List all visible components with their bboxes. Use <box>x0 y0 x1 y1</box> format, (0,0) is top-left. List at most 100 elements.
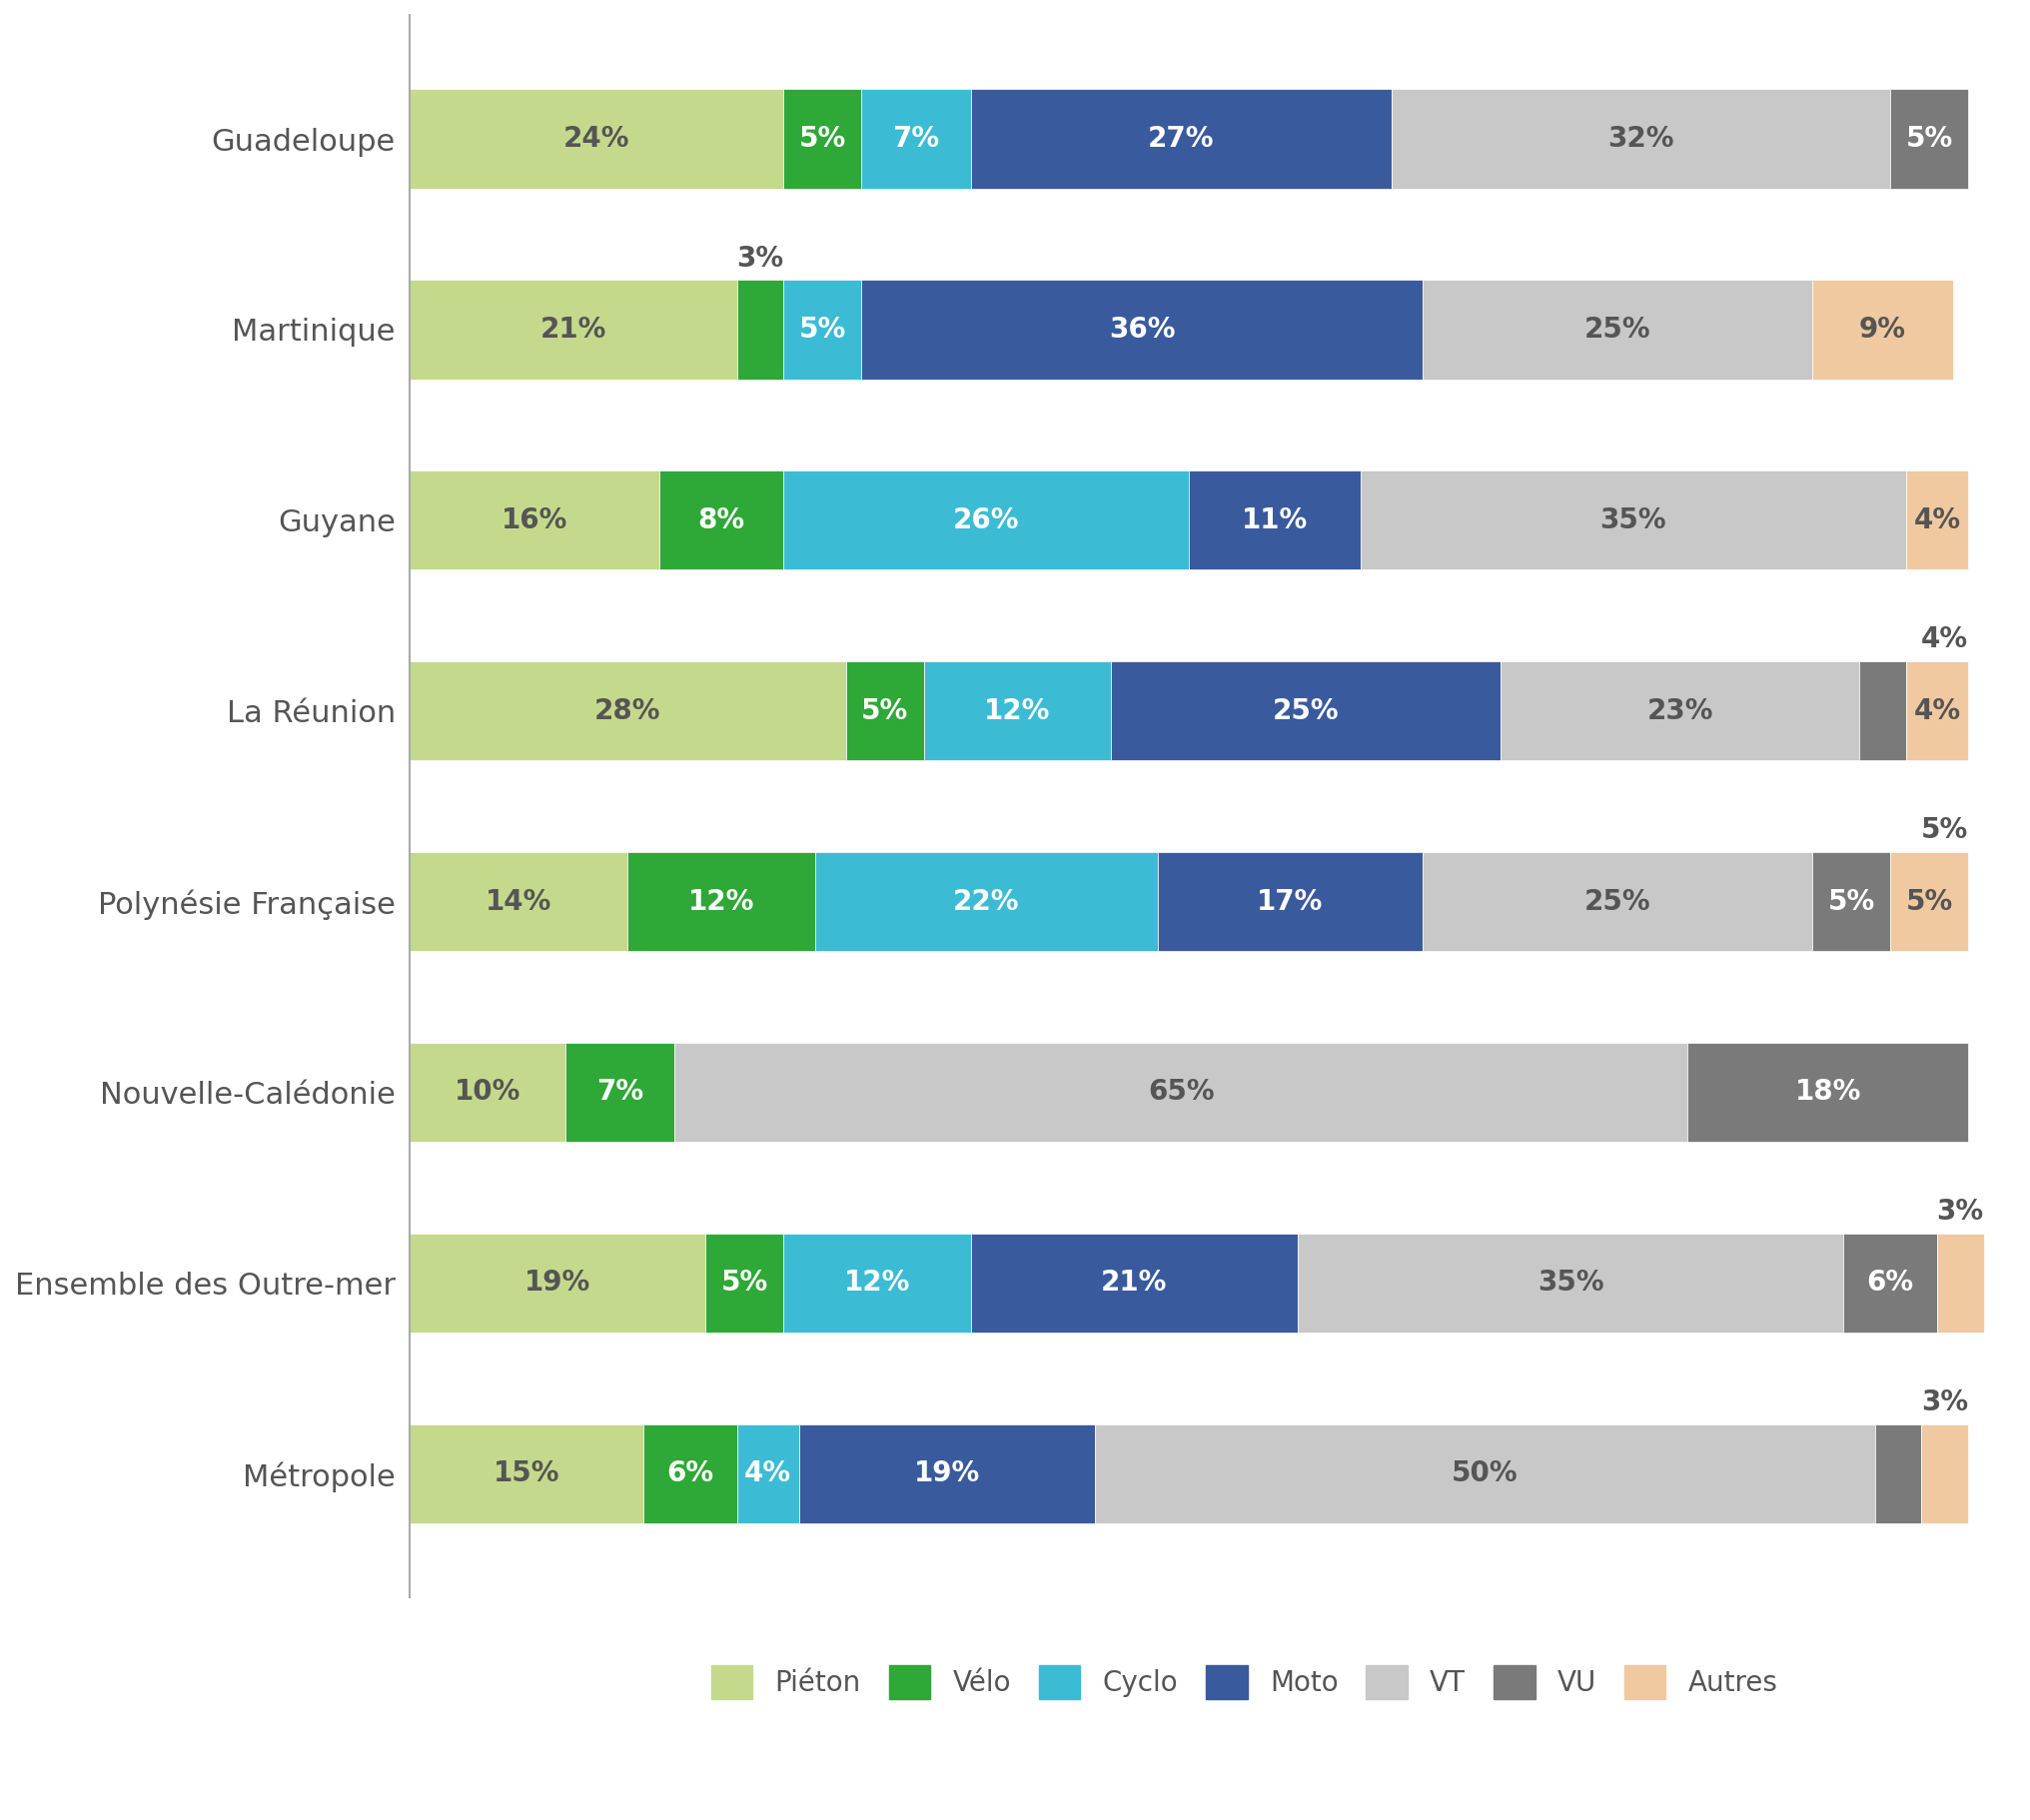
Text: 22%: 22% <box>952 888 1019 915</box>
Bar <box>1922 1423 1969 1523</box>
Bar <box>1937 1234 1983 1332</box>
Bar <box>970 1234 1297 1332</box>
Text: 9%: 9% <box>1859 315 1906 344</box>
Text: 4%: 4% <box>1920 626 1969 653</box>
Bar <box>970 89 1391 189</box>
Text: 16%: 16% <box>501 506 566 535</box>
Text: 10%: 10% <box>455 1077 520 1107</box>
Text: 50%: 50% <box>1451 1460 1518 1487</box>
Bar <box>1423 280 1813 379</box>
Text: 18%: 18% <box>1795 1077 1862 1107</box>
Bar <box>861 89 970 189</box>
Text: 12%: 12% <box>688 888 755 915</box>
Bar <box>410 1043 566 1141</box>
Text: 19%: 19% <box>524 1269 591 1298</box>
Text: 14%: 14% <box>485 888 552 915</box>
Text: 5%: 5% <box>861 697 909 724</box>
Text: 24%: 24% <box>562 126 629 153</box>
Legend: Piéton, Vélo, Cyclo, Moto, VT, VU, Autres: Piéton, Vélo, Cyclo, Moto, VT, VU, Autre… <box>700 1654 1788 1711</box>
Text: 5%: 5% <box>1920 817 1969 844</box>
Text: 7%: 7% <box>597 1077 644 1107</box>
Bar <box>706 1234 784 1332</box>
Bar <box>800 1423 1096 1523</box>
Bar <box>1157 852 1423 952</box>
Bar <box>847 661 924 761</box>
Text: 8%: 8% <box>698 506 745 535</box>
Text: 26%: 26% <box>952 506 1019 535</box>
Bar <box>1687 1043 1969 1141</box>
Bar <box>924 661 1110 761</box>
Text: 4%: 4% <box>1914 697 1961 724</box>
Bar <box>1297 1234 1843 1332</box>
Text: 3%: 3% <box>1937 1198 1983 1225</box>
Text: 3%: 3% <box>1920 1389 1969 1416</box>
Bar <box>1813 852 1890 952</box>
Bar <box>1423 852 1813 952</box>
Text: 19%: 19% <box>914 1460 980 1487</box>
Bar <box>410 661 847 761</box>
Text: 15%: 15% <box>493 1460 560 1487</box>
Text: 11%: 11% <box>1242 506 1307 535</box>
Text: 4%: 4% <box>745 1460 792 1487</box>
Bar <box>1906 661 1969 761</box>
Bar <box>660 471 784 570</box>
Bar <box>1876 1423 1922 1523</box>
Text: 5%: 5% <box>1906 888 1953 915</box>
Bar <box>737 280 784 379</box>
Text: 3%: 3% <box>737 244 784 273</box>
Text: 35%: 35% <box>1537 1269 1604 1298</box>
Bar <box>1843 1234 1937 1332</box>
Bar <box>784 1234 970 1332</box>
Text: 6%: 6% <box>1868 1269 1914 1298</box>
Bar <box>814 852 1157 952</box>
Bar <box>784 280 861 379</box>
Text: 5%: 5% <box>800 126 847 153</box>
Text: 25%: 25% <box>1583 315 1650 344</box>
Bar <box>1096 1423 1876 1523</box>
Bar <box>644 1423 737 1523</box>
Text: 5%: 5% <box>1827 888 1876 915</box>
Bar <box>674 1043 1687 1141</box>
Bar <box>1813 280 1953 379</box>
Bar <box>1190 471 1360 570</box>
Text: 36%: 36% <box>1108 315 1175 344</box>
Bar <box>1391 89 1890 189</box>
Bar <box>1360 471 1906 570</box>
Text: 12%: 12% <box>985 697 1052 724</box>
Bar <box>1859 661 1906 761</box>
Bar <box>566 1043 674 1141</box>
Bar <box>410 280 737 379</box>
Text: 35%: 35% <box>1600 506 1667 535</box>
Text: 5%: 5% <box>800 315 847 344</box>
Bar <box>1890 89 1969 189</box>
Text: 21%: 21% <box>1100 1269 1167 1298</box>
Bar <box>1500 661 1859 761</box>
Text: 65%: 65% <box>1147 1077 1214 1107</box>
Bar <box>627 852 814 952</box>
Bar <box>861 280 1423 379</box>
Bar <box>410 89 784 189</box>
Text: 25%: 25% <box>1273 697 1340 724</box>
Bar <box>737 1423 800 1523</box>
Text: 32%: 32% <box>1608 126 1675 153</box>
Text: 5%: 5% <box>721 1269 767 1298</box>
Text: 7%: 7% <box>893 126 940 153</box>
Text: 12%: 12% <box>844 1269 909 1298</box>
Text: 17%: 17% <box>1257 888 1324 915</box>
Bar <box>410 1234 706 1332</box>
Text: 5%: 5% <box>1906 126 1953 153</box>
Text: 27%: 27% <box>1147 126 1214 153</box>
Bar <box>410 1423 644 1523</box>
Text: 21%: 21% <box>540 315 607 344</box>
Bar <box>1890 852 1969 952</box>
Bar <box>410 471 660 570</box>
Bar <box>784 89 861 189</box>
Bar <box>1906 471 1969 570</box>
Text: 28%: 28% <box>595 697 662 724</box>
Text: 4%: 4% <box>1914 506 1961 535</box>
Text: 25%: 25% <box>1583 888 1650 915</box>
Bar <box>410 852 627 952</box>
Bar <box>1110 661 1500 761</box>
Text: 6%: 6% <box>666 1460 715 1487</box>
Text: 23%: 23% <box>1646 697 1713 724</box>
